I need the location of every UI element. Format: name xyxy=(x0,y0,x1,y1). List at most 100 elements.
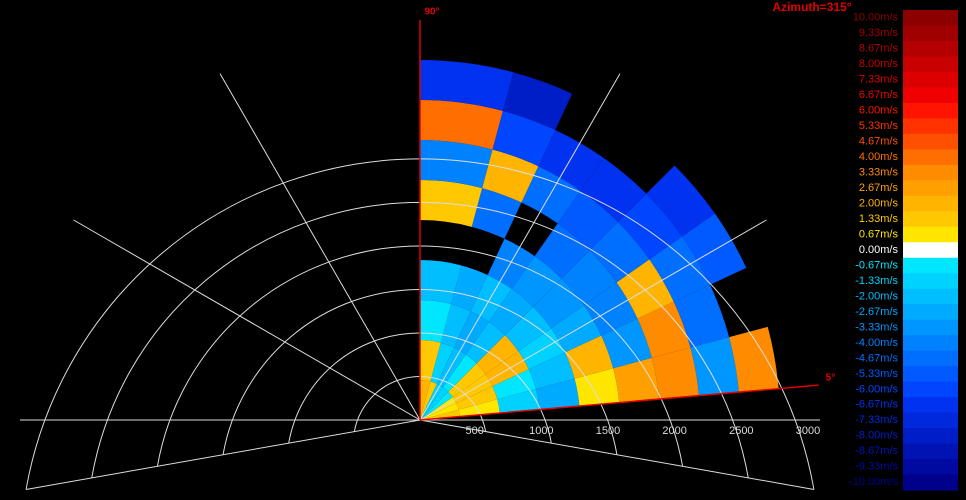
velocity-cell xyxy=(682,213,747,285)
velocity-cell xyxy=(528,352,575,389)
colorbar-band xyxy=(903,56,958,73)
radial-line xyxy=(73,219,421,421)
radial-line xyxy=(419,419,815,490)
radial-line xyxy=(419,73,621,421)
colorbar-band xyxy=(903,10,958,26)
colorbar-band xyxy=(903,226,958,243)
velocity-cell xyxy=(451,265,488,312)
colorbar-tick-label: 2.00m/s xyxy=(859,197,899,209)
colorbar-tick-label: -8.67m/s xyxy=(855,445,898,457)
range-tick-label: 2000 xyxy=(662,425,686,437)
colorbar-tick-label: 0.67m/s xyxy=(859,228,899,240)
colorbar-tick-label: -3.33m/s xyxy=(855,321,898,333)
colorbar-band xyxy=(903,273,958,290)
colorbar-tick-label: 4.67m/s xyxy=(859,136,899,148)
velocity-cell xyxy=(420,340,441,382)
colorbar-tick-label: 5.33m/s xyxy=(859,120,899,132)
velocity-cell xyxy=(453,311,489,355)
colorbar-tick-label: -2.00m/s xyxy=(855,290,898,302)
elevation-label: 90° xyxy=(424,7,439,18)
colorbar-band xyxy=(903,474,958,491)
range-tick-label: 500 xyxy=(465,425,483,437)
velocity-cell xyxy=(420,387,449,420)
velocity-cell xyxy=(557,190,618,251)
colorbar-tick-label: 6.67m/s xyxy=(859,89,899,101)
velocity-cell xyxy=(534,223,590,279)
velocity-cell xyxy=(511,256,562,307)
velocity-cell xyxy=(420,391,453,420)
colorbar-band xyxy=(903,133,958,150)
velocity-cell xyxy=(420,60,514,111)
colorbar-tick-label: -7.33m/s xyxy=(855,414,898,426)
colorbar-tick-label: -4.67m/s xyxy=(855,352,898,364)
colorbar-band xyxy=(903,242,958,259)
velocity-cell xyxy=(476,335,519,375)
velocity-cell xyxy=(518,328,566,370)
colorbar-band xyxy=(903,211,958,228)
radial-line xyxy=(219,73,421,421)
velocity-cell xyxy=(551,305,602,353)
colorbar-band xyxy=(903,397,958,414)
chart-title: Azimuth=315° xyxy=(772,0,851,14)
colorbar-tick-label: -5.33m/s xyxy=(855,368,898,380)
colorbar-band xyxy=(903,118,958,135)
colorbar-band xyxy=(903,257,958,274)
colorbar-tick-label: 4.00m/s xyxy=(859,151,899,163)
range-tick-label: 1000 xyxy=(529,425,553,437)
colorbar-tick-label: -10.00m/s xyxy=(849,476,898,488)
colorbar-tick-label: 9.33m/s xyxy=(859,27,899,39)
colorbar-tick-label: 0.00m/s xyxy=(859,244,899,256)
colorbar-tick-label: 7.33m/s xyxy=(859,74,899,86)
colorbar-band xyxy=(903,428,958,445)
colorbar-tick-label: 8.00m/s xyxy=(859,58,899,70)
colorbar-tick-label: 8.67m/s xyxy=(859,43,899,55)
velocity-cell xyxy=(420,260,462,305)
velocity-cell xyxy=(504,306,552,352)
velocity-cell xyxy=(420,300,452,343)
colorbar-band xyxy=(903,366,958,383)
elevation-label: 5° xyxy=(826,373,836,384)
velocity-cell xyxy=(561,250,617,306)
velocity-cell xyxy=(690,337,739,396)
velocity-cell xyxy=(420,100,503,150)
velocity-cell xyxy=(533,278,584,329)
velocity-cell xyxy=(580,157,647,223)
velocity-cell xyxy=(458,399,500,417)
colorbar-band xyxy=(903,164,958,181)
velocity-cell xyxy=(646,165,715,237)
velocity-cell xyxy=(538,129,604,191)
colorbar-band xyxy=(903,381,958,398)
velocity-cell xyxy=(673,284,730,348)
colorbar-band xyxy=(903,149,958,166)
velocity-cell xyxy=(487,238,535,289)
velocity-cell xyxy=(613,357,660,403)
velocity-cell xyxy=(488,288,534,336)
radial-line xyxy=(419,219,767,421)
radial-line xyxy=(25,419,421,490)
colorbar-tick-label: -6.67m/s xyxy=(855,399,898,411)
colorbar-band xyxy=(903,102,958,119)
colorbar-tick-label: -6.00m/s xyxy=(855,383,898,395)
colorbar-band xyxy=(903,195,958,212)
velocity-cell xyxy=(420,381,437,420)
colorbar-band xyxy=(903,335,958,352)
velocity-cell xyxy=(482,149,539,203)
colorbar-tick-label: -8.00m/s xyxy=(855,430,898,442)
velocity-cell xyxy=(589,222,650,283)
velocity-cell xyxy=(485,351,529,387)
colorbar-band xyxy=(903,25,958,42)
velocity-cell xyxy=(465,321,505,364)
velocity-cell xyxy=(442,354,477,392)
velocity-cell xyxy=(456,386,498,410)
colorbar-tick-label: -1.33m/s xyxy=(855,275,898,287)
colorbar-band xyxy=(903,350,958,367)
colorbar-band xyxy=(903,304,958,321)
velocity-cell xyxy=(492,369,536,400)
colorbar-band xyxy=(903,288,958,305)
range-tick-label: 3000 xyxy=(796,425,820,437)
velocity-cell xyxy=(420,409,460,420)
velocity-cell xyxy=(583,282,638,336)
colorbar-band xyxy=(903,319,958,336)
colorbar-band xyxy=(903,71,958,88)
